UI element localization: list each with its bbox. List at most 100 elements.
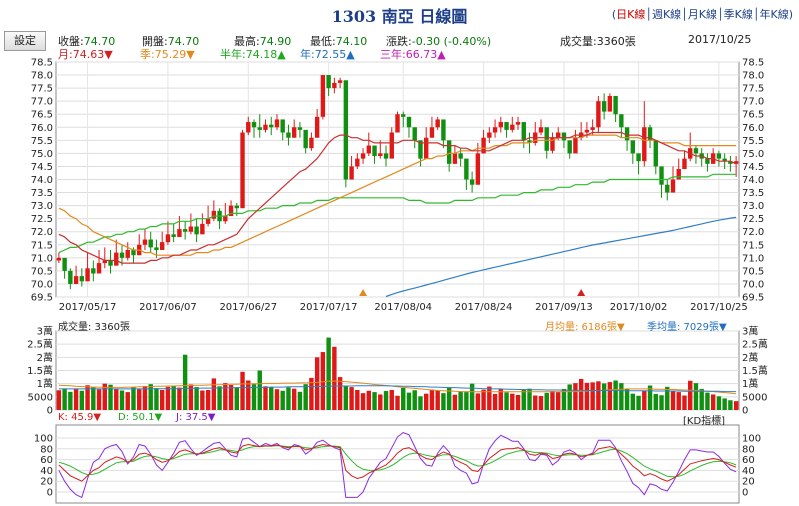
volume-bar	[538, 396, 544, 410]
ma-halfyear-line	[58, 173, 737, 254]
candle-body	[716, 153, 722, 159]
candle-body	[653, 140, 658, 167]
volume-bar	[607, 382, 613, 410]
volume-bar	[102, 383, 107, 410]
price-x-tick-label: 2017/06/27	[219, 302, 277, 313]
volume-y-tick-left: 2萬	[37, 351, 53, 364]
kd-y-tick-left: 80	[40, 444, 53, 455]
candle-body	[481, 137, 486, 154]
vol-season-line	[58, 385, 737, 393]
candle-body	[280, 119, 285, 133]
volume-bar	[286, 387, 291, 410]
volume-bar	[217, 386, 222, 410]
volume-bar	[182, 354, 188, 410]
price-y-tick-left: 73.0	[31, 201, 53, 212]
candle-body	[119, 252, 125, 258]
price-x-tick-label: 2017/08/04	[374, 302, 432, 313]
volume-bar	[234, 387, 239, 410]
volume-bar	[194, 387, 199, 410]
volume-bar	[561, 388, 567, 410]
price-y-tick-left: 76.5	[31, 110, 53, 121]
candle-body	[423, 137, 429, 159]
volume-bar	[441, 393, 446, 410]
yearly-k-link[interactable]: 年K線	[759, 8, 789, 21]
candle-body	[693, 148, 699, 154]
volume-bar	[56, 390, 62, 410]
candle-body	[659, 166, 664, 185]
price-y-tick-right: 77.5	[742, 84, 764, 95]
volume-bar	[601, 383, 607, 410]
candle-body	[114, 252, 119, 266]
candle-body	[429, 127, 435, 138]
price-y-tick-left: 72.0	[31, 227, 53, 238]
candle-body	[303, 129, 308, 149]
candle-body	[504, 122, 509, 130]
kd-y-tick-right: 0	[742, 488, 748, 499]
k-value-label: K: 45.9▼	[58, 412, 102, 423]
settings-button[interactable]: 設定	[4, 31, 46, 51]
volume-y-tick-left: 2.5萬	[27, 338, 53, 351]
candle-body	[182, 229, 188, 232]
volume-bar	[521, 389, 526, 410]
vol-month-line	[58, 380, 737, 395]
candle-body	[223, 216, 228, 222]
volume-bar	[624, 388, 630, 410]
candle-body	[418, 140, 423, 159]
volume-bar	[79, 390, 85, 410]
candle-body	[515, 122, 521, 125]
kd-y-tick-left: 0	[47, 488, 53, 499]
volume-bar	[68, 391, 73, 410]
volume-bar	[578, 378, 584, 410]
candle-body	[607, 95, 613, 112]
d-value-label: D: 50.1▼	[118, 412, 163, 423]
volume-bar	[257, 370, 262, 410]
price-y-tick-right: 76.5	[742, 110, 764, 121]
volume-y-tick-left: 5000	[28, 392, 53, 403]
volume-bar	[619, 383, 624, 410]
daily-k-link[interactable]: 日K線	[616, 8, 646, 21]
volume-bar	[647, 385, 653, 410]
volume-bar	[710, 394, 716, 410]
volume-bar	[85, 385, 90, 410]
volume-y-tick-right: 2.5萬	[742, 338, 768, 351]
volume-bar	[733, 401, 739, 410]
candle-body	[108, 260, 113, 266]
season-k-link[interactable]: 季K線	[723, 8, 753, 21]
quote-date: 2017/10/25	[688, 33, 752, 46]
monthly-k-link[interactable]: 月K線	[687, 8, 718, 21]
kd-y-tick-left: 40	[40, 466, 53, 477]
price-y-tick-left: 71.5	[31, 240, 53, 251]
price-y-tick-left: 77.0	[31, 97, 53, 108]
volume-bar	[406, 392, 412, 410]
price-y-tick-left: 74.5	[31, 162, 53, 173]
price-y-tick-right: 76.0	[742, 123, 764, 134]
volume-bar	[309, 377, 314, 410]
volume-bar	[91, 387, 96, 410]
candle-body	[148, 239, 153, 248]
candle-body	[291, 127, 297, 138]
price-y-tick-right: 72.5	[742, 214, 764, 225]
volume-bar	[366, 390, 372, 410]
candle-body	[297, 127, 303, 130]
volume-bar	[211, 378, 217, 410]
volume-bar	[590, 382, 595, 410]
volume-bar	[395, 395, 400, 410]
candle-body	[395, 114, 400, 133]
quote-change: 漲跌:-0.30 (-0.40%)	[386, 35, 492, 48]
price-y-tick-left: 74.0	[31, 175, 53, 186]
candle-body	[332, 82, 337, 89]
candle-body	[670, 179, 676, 193]
volume-bar	[62, 388, 67, 410]
candle-body	[492, 127, 498, 133]
price-x-tick-label: 2017/09/13	[535, 302, 593, 313]
weekly-k-link[interactable]: 週K線	[651, 8, 682, 21]
candle-body	[401, 114, 406, 117]
candle-body	[464, 158, 469, 180]
volume-bar	[567, 384, 572, 410]
candle-body	[452, 153, 458, 164]
candle-body	[228, 205, 234, 217]
candle-body	[642, 127, 647, 162]
price-y-tick-right: 72.0	[742, 227, 764, 238]
price-y-tick-left: 69.5	[31, 293, 53, 304]
volume-bar	[670, 390, 676, 410]
